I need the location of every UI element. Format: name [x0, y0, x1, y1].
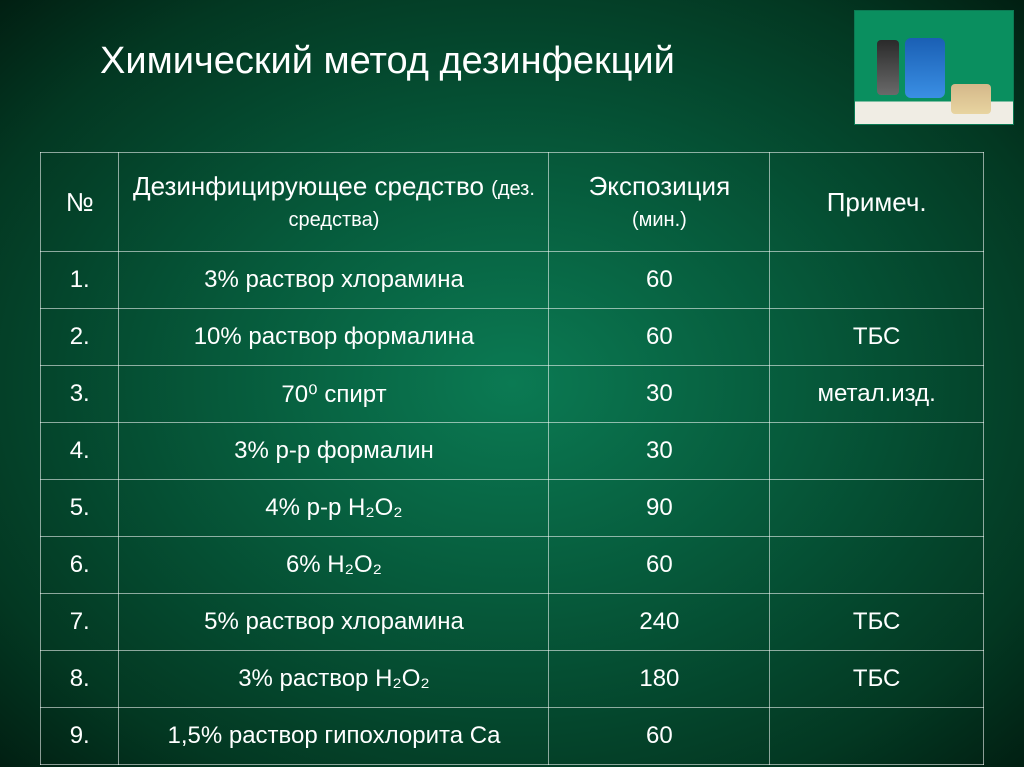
- cell-exp: 90: [549, 480, 770, 537]
- cell-note: [770, 708, 984, 765]
- cell-agent: 6% H₂O₂: [119, 537, 549, 594]
- cell-num: 5.: [41, 480, 119, 537]
- table-row: 4. 3% р-р формалин 30: [41, 423, 984, 480]
- table-row: 9. 1,5% раствор гипохлорита Ca 60: [41, 708, 984, 765]
- cell-agent: 3% р-р формалин: [119, 423, 549, 480]
- cell-exp: 30: [549, 366, 770, 423]
- cell-exp: 30: [549, 423, 770, 480]
- cell-exp: 60: [549, 252, 770, 309]
- cell-agent: 5% раствор хлорамина: [119, 594, 549, 651]
- cell-note: ТБС: [770, 651, 984, 708]
- col-label: Дезинфицирующее средство: [133, 171, 484, 201]
- cell-note: ТБС: [770, 594, 984, 651]
- cell-agent: 3% раствор хлорамина: [119, 252, 549, 309]
- col-header-exposure: Экспозиция (мин.): [549, 153, 770, 252]
- cell-exp: 60: [549, 537, 770, 594]
- slide: Химический метод дезинфекций № Дезинфици…: [0, 0, 1024, 767]
- cell-num: 6.: [41, 537, 119, 594]
- table-row: 3. 70⁰ спирт 30 метал.изд.: [41, 366, 984, 423]
- cell-note: [770, 252, 984, 309]
- cell-agent: 70⁰ спирт: [119, 366, 549, 423]
- cell-num: 4.: [41, 423, 119, 480]
- cell-agent: 3% раствор H₂O₂: [119, 651, 549, 708]
- cell-note: [770, 537, 984, 594]
- table-header-row: № Дезинфицирующее средство (дез. средств…: [41, 153, 984, 252]
- cell-exp: 180: [549, 651, 770, 708]
- product-pouch-icon: [951, 84, 991, 114]
- cell-exp: 60: [549, 309, 770, 366]
- product-barrel-icon: [905, 38, 945, 98]
- table-row: 1. 3% раствор хлорамина 60: [41, 252, 984, 309]
- corner-product-image: [854, 10, 1014, 125]
- cell-exp: 60: [549, 708, 770, 765]
- col-header-number: №: [41, 153, 119, 252]
- col-label: Экспозиция: [589, 171, 731, 201]
- cell-num: 1.: [41, 252, 119, 309]
- cell-note: [770, 423, 984, 480]
- col-header-agent: Дезинфицирующее средство (дез. средства): [119, 153, 549, 252]
- table-row: 2. 10% раствор формалина 60 ТБС: [41, 309, 984, 366]
- col-header-note: Примеч.: [770, 153, 984, 252]
- cell-num: 2.: [41, 309, 119, 366]
- col-sublabel: (мин.): [632, 209, 687, 231]
- cell-agent: 1,5% раствор гипохлорита Ca: [119, 708, 549, 765]
- cell-num: 7.: [41, 594, 119, 651]
- col-label: Примеч.: [827, 187, 927, 217]
- disinfection-table: № Дезинфицирующее средство (дез. средств…: [40, 152, 984, 765]
- cell-num: 3.: [41, 366, 119, 423]
- table-row: 7. 5% раствор хлорамина 240 ТБС: [41, 594, 984, 651]
- cell-agent: 4% р-р H₂O₂: [119, 480, 549, 537]
- slide-title: Химический метод дезинфекций: [100, 40, 675, 83]
- table-row: 8. 3% раствор H₂O₂ 180 ТБС: [41, 651, 984, 708]
- cell-exp: 240: [549, 594, 770, 651]
- col-label: №: [66, 187, 94, 217]
- cell-note: метал.изд.: [770, 366, 984, 423]
- table-row: 5. 4% р-р H₂O₂ 90: [41, 480, 984, 537]
- cell-note: [770, 480, 984, 537]
- product-cylinder-icon: [877, 40, 899, 95]
- cell-num: 8.: [41, 651, 119, 708]
- table-row: 6. 6% H₂O₂ 60: [41, 537, 984, 594]
- cell-num: 9.: [41, 708, 119, 765]
- cell-agent: 10% раствор формалина: [119, 309, 549, 366]
- cell-note: ТБС: [770, 309, 984, 366]
